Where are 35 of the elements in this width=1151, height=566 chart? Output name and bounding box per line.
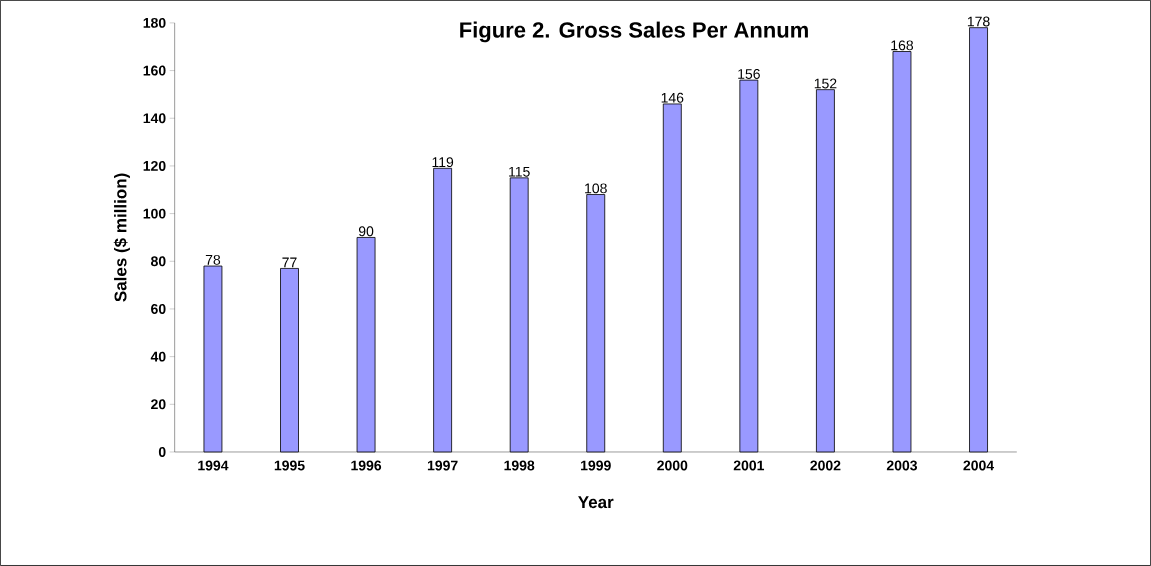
- y-tick-label: 100: [143, 208, 166, 219]
- y-tick-label: 160: [143, 65, 166, 76]
- y-axis-title: Sales ($ million): [113, 173, 130, 302]
- data-label: 115: [509, 166, 530, 177]
- x-tick-label: 2002: [810, 460, 841, 471]
- data-label: 178: [967, 16, 990, 27]
- x-tick-label: 2004: [963, 460, 995, 471]
- y-tick-label: 40: [150, 351, 166, 362]
- x-tick-label: 2001: [733, 460, 765, 471]
- data-label: 152: [814, 78, 837, 89]
- data-label: 119: [432, 157, 454, 168]
- y-tick-label: 180: [143, 17, 166, 28]
- x-tick-label: 1998: [504, 460, 535, 471]
- x-tick-label: 1999: [581, 460, 611, 471]
- data-label: 146: [661, 92, 684, 103]
- y-tick-label: 120: [143, 161, 166, 171]
- y-tick-label: 0: [158, 447, 166, 457]
- x-tick-label: 1997: [427, 460, 458, 471]
- x-tick-label: 1996: [351, 460, 382, 471]
- x-tick-label: 2003: [886, 460, 918, 471]
- data-label: 77: [282, 257, 297, 268]
- chart-title: Figure 2. Gross Sales Per Annum: [460, 21, 808, 43]
- y-tick-label: 140: [143, 113, 166, 124]
- data-label: 156: [738, 69, 760, 79]
- data-label: 90: [358, 226, 374, 237]
- x-tick-label: 1995: [274, 460, 305, 471]
- x-tick-label: 2000: [657, 460, 688, 471]
- y-tick-label: 20: [151, 399, 166, 410]
- y-tick-label: 60: [151, 304, 166, 314]
- x-tick-label: 1994: [198, 460, 229, 471]
- x-axis-title: Year: [578, 496, 614, 509]
- data-label: 108: [585, 183, 607, 194]
- y-tick-label: 80: [151, 256, 166, 267]
- data-label: 168: [891, 40, 914, 51]
- data-label: 78: [205, 254, 221, 265]
